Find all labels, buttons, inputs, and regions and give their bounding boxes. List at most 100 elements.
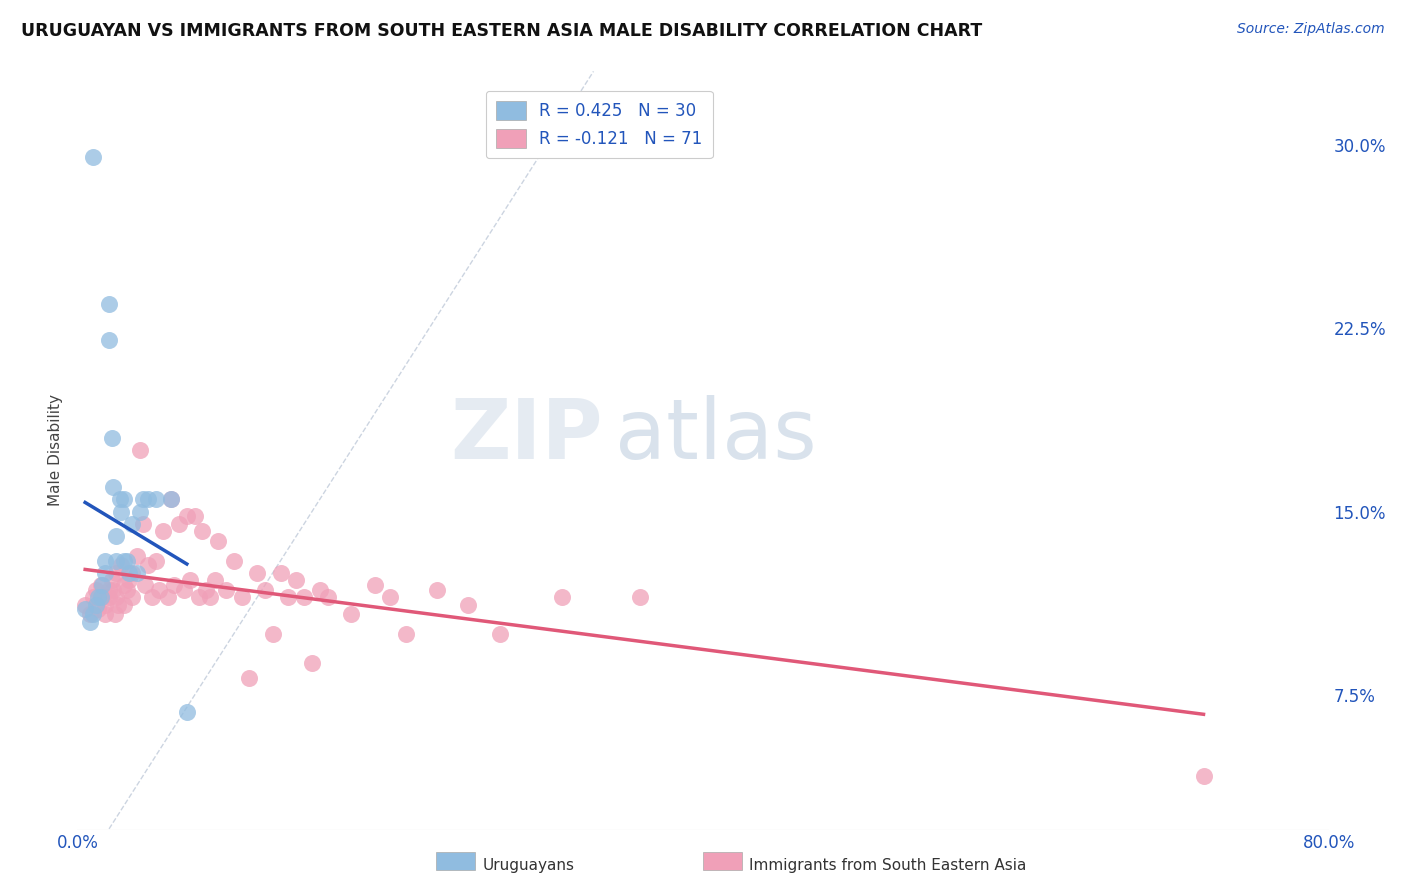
Point xyxy=(136,558,159,573)
Point xyxy=(94,566,117,580)
Point xyxy=(222,553,245,567)
Point xyxy=(112,598,135,612)
Point xyxy=(160,492,183,507)
Point xyxy=(207,533,229,548)
Point xyxy=(118,573,141,587)
Point xyxy=(103,582,125,597)
Point xyxy=(91,591,114,605)
Point xyxy=(395,627,418,641)
Point xyxy=(97,591,120,605)
Point xyxy=(125,566,148,580)
Point xyxy=(84,582,107,597)
Point xyxy=(129,505,152,519)
Point xyxy=(84,598,107,612)
Point xyxy=(129,443,152,458)
Point xyxy=(176,705,198,719)
Point xyxy=(630,591,652,605)
Text: Immigrants from South Eastern Asia: Immigrants from South Eastern Asia xyxy=(749,858,1026,872)
Point xyxy=(340,607,363,622)
Point xyxy=(97,334,120,348)
Point xyxy=(125,549,148,563)
Point xyxy=(253,582,276,597)
Point xyxy=(90,578,112,592)
Point xyxy=(380,591,402,605)
Point xyxy=(112,553,135,567)
Point xyxy=(134,578,156,592)
Point xyxy=(238,671,260,685)
Point xyxy=(145,553,167,567)
Point xyxy=(132,516,155,531)
Point xyxy=(157,591,180,605)
Point xyxy=(75,602,97,616)
Point xyxy=(148,582,170,597)
Point xyxy=(176,509,198,524)
Point xyxy=(308,582,330,597)
Point xyxy=(426,582,449,597)
Point xyxy=(97,296,120,310)
Point xyxy=(91,578,114,592)
Legend: R = 0.425   N = 30, R = -0.121   N = 71: R = 0.425 N = 30, R = -0.121 N = 71 xyxy=(486,91,713,158)
Point xyxy=(100,431,122,445)
Point xyxy=(108,492,131,507)
Point xyxy=(200,591,222,605)
Text: Uruguayans: Uruguayans xyxy=(482,858,574,872)
Point xyxy=(94,598,117,612)
Point xyxy=(103,480,125,494)
Point xyxy=(118,566,141,580)
Point xyxy=(457,598,479,612)
Point xyxy=(1192,769,1215,783)
Point xyxy=(136,492,159,507)
Text: Source: ZipAtlas.com: Source: ZipAtlas.com xyxy=(1237,22,1385,37)
Point xyxy=(160,492,183,507)
Point xyxy=(82,591,104,605)
Point xyxy=(301,657,323,671)
Text: atlas: atlas xyxy=(616,395,817,475)
Point xyxy=(191,524,214,538)
Point xyxy=(82,150,104,164)
Point xyxy=(246,566,269,580)
Point xyxy=(105,591,128,605)
Point xyxy=(270,566,292,580)
Point xyxy=(551,591,574,605)
Point xyxy=(105,566,128,580)
Point xyxy=(107,598,129,612)
Point xyxy=(100,573,122,587)
Text: ZIP: ZIP xyxy=(450,395,603,475)
Point xyxy=(75,598,97,612)
Point xyxy=(97,582,120,597)
Point xyxy=(94,553,117,567)
Point xyxy=(105,529,128,543)
Point xyxy=(163,578,186,592)
Point xyxy=(277,591,299,605)
Point xyxy=(145,492,167,507)
Point xyxy=(117,553,139,567)
Point xyxy=(316,591,339,605)
Point xyxy=(363,578,385,592)
Point xyxy=(173,582,195,597)
Point xyxy=(285,573,308,587)
Point xyxy=(121,591,143,605)
Point xyxy=(262,627,284,641)
Point xyxy=(110,505,132,519)
Point xyxy=(292,591,315,605)
Point xyxy=(86,602,108,616)
Y-axis label: Male Disability: Male Disability xyxy=(48,394,63,507)
Point xyxy=(104,607,127,622)
Point xyxy=(183,509,205,524)
Point xyxy=(112,578,135,592)
Point xyxy=(132,492,155,507)
Point xyxy=(117,582,139,597)
Point xyxy=(79,607,101,622)
Point xyxy=(167,516,190,531)
Point xyxy=(204,573,226,587)
Point xyxy=(141,591,163,605)
Point xyxy=(86,591,108,605)
Point xyxy=(231,591,253,605)
Point xyxy=(90,591,112,605)
Point xyxy=(121,566,143,580)
Point xyxy=(94,607,117,622)
Point xyxy=(82,607,104,622)
Text: URUGUAYAN VS IMMIGRANTS FROM SOUTH EASTERN ASIA MALE DISABILITY CORRELATION CHAR: URUGUAYAN VS IMMIGRANTS FROM SOUTH EASTE… xyxy=(21,22,983,40)
Point xyxy=(105,553,128,567)
Point xyxy=(188,591,211,605)
